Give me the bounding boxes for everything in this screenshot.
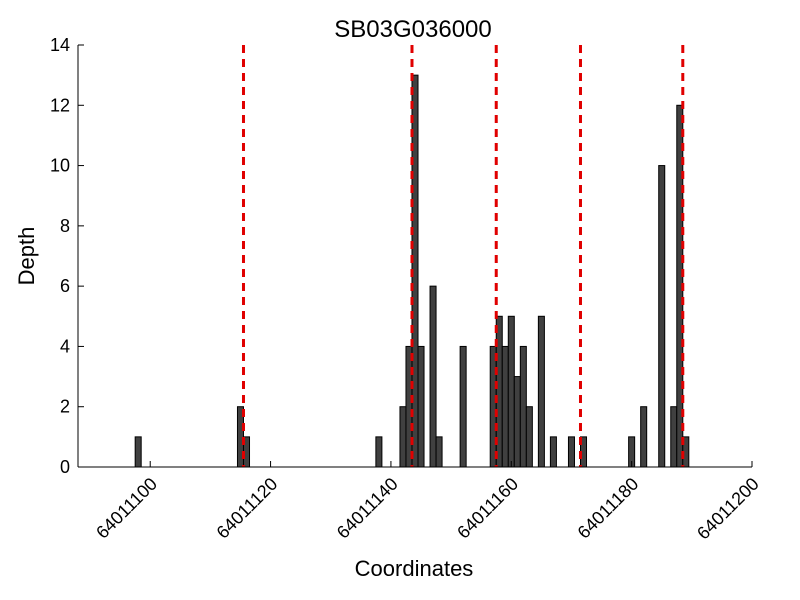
depth-bar	[537, 315, 545, 468]
depth-bar	[670, 406, 678, 468]
depth-bar	[501, 345, 509, 468]
depth-bar	[525, 406, 533, 468]
depth-bar	[429, 285, 437, 468]
depth-bar	[519, 345, 527, 468]
x-tick-label: 64011160	[453, 474, 522, 543]
depth-bar	[507, 315, 515, 468]
depth-bar	[658, 165, 666, 468]
depth-bar	[417, 345, 425, 468]
x-tick-label: 64011140	[333, 474, 402, 543]
depth-bar	[435, 436, 443, 468]
y-tick-label: 14	[50, 35, 70, 55]
depth-bar	[134, 436, 142, 468]
depth-bar	[513, 376, 521, 468]
x-tick-label: 64011200	[693, 474, 763, 544]
y-tick-label: 6	[60, 276, 70, 296]
depth-bar	[567, 436, 575, 468]
depth-bar	[489, 345, 497, 468]
x-tick-label: 64011180	[574, 474, 643, 543]
depth-bar	[549, 436, 557, 468]
y-tick-label: 10	[50, 156, 70, 176]
y-tick-label: 4	[60, 336, 70, 356]
y-tick-label: 12	[50, 95, 70, 115]
reference-lines	[241, 45, 685, 467]
y-tick-label: 0	[60, 457, 70, 477]
bars-layer	[134, 74, 690, 468]
y-tick-label: 8	[60, 216, 70, 236]
y-tick-label: 2	[60, 397, 70, 417]
depth-bar	[640, 406, 648, 468]
depth-bar	[459, 345, 467, 468]
x-tick-label: 64011100	[92, 474, 161, 543]
axes: 0 2 4 6 8 10 12 14 64011100 64011120 64011140 64011…	[50, 35, 763, 544]
depth-bar	[399, 406, 407, 468]
x-tick-label: 64011120	[213, 474, 282, 543]
chart-title: SB03G036000	[334, 16, 491, 43]
y-axis-label: Depth	[14, 227, 39, 286]
depth-bar	[405, 345, 413, 468]
depth-bar	[375, 436, 383, 468]
x-axis-label: Coordinates	[355, 556, 474, 581]
